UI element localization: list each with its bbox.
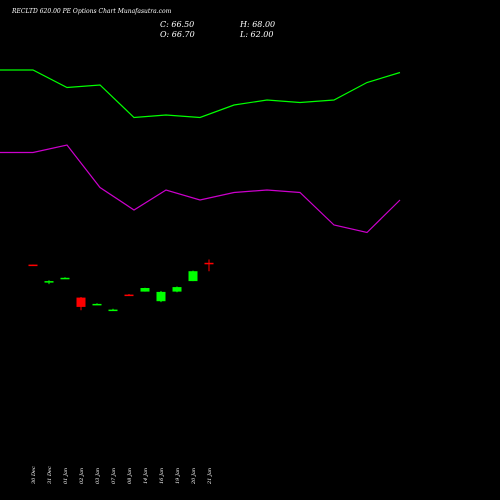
candle-body-1 xyxy=(44,281,54,283)
candle-8 xyxy=(156,291,166,303)
indicator-line-1 xyxy=(0,144,401,234)
chart-title: RECLTD 620.00 PE Options Chart Munafasut… xyxy=(12,8,172,15)
candle-2 xyxy=(60,277,70,280)
candle-0 xyxy=(28,264,38,267)
date-label-5: 07 Jan xyxy=(111,468,117,484)
date-label-10: 20 Jan xyxy=(191,468,197,485)
date-label-8: 16 Jan xyxy=(159,468,165,484)
candle-body-0 xyxy=(28,264,38,267)
low-readout: L: 62.00 xyxy=(240,30,274,39)
date-label-9: 19 Jan xyxy=(175,468,181,484)
candle-body-6 xyxy=(124,294,134,297)
candle-body-8 xyxy=(156,291,166,302)
candle-body-11 xyxy=(204,262,214,265)
date-label-3: 02 Jan xyxy=(79,468,85,484)
date-label-6: 08 Jan xyxy=(127,468,133,484)
high-readout: H: 68.00 xyxy=(240,20,276,29)
candle-11 xyxy=(204,259,214,272)
candle-9 xyxy=(172,286,182,293)
candle-body-2 xyxy=(60,277,70,280)
date-axis-labels: 30 Dec 31 Dec 01 Jan 02 Jan 03 Jan 07 Jan 08 J… xyxy=(31,466,213,485)
candle-3 xyxy=(76,297,86,311)
candle-body-3 xyxy=(76,297,86,307)
candles xyxy=(28,259,214,312)
candle-4 xyxy=(92,303,102,306)
candle-body-9 xyxy=(172,287,182,292)
close-readout: C: 66.50 xyxy=(160,20,195,29)
date-label-7: 14 Jan xyxy=(143,468,149,484)
indicator-line-0 xyxy=(0,69,401,119)
date-label-2: 01 Jan xyxy=(63,468,69,484)
candle-1 xyxy=(44,280,54,285)
candle-10 xyxy=(188,270,198,282)
candle-body-10 xyxy=(188,271,198,282)
date-label-4: 03 Jan xyxy=(95,468,101,484)
candle-body-7 xyxy=(140,288,150,292)
date-label-0: 30 Dec xyxy=(31,466,37,484)
candle-6 xyxy=(124,294,134,297)
open-readout: O: 66.70 xyxy=(160,30,195,39)
date-label-1: 31 Dec xyxy=(47,466,53,484)
candle-5 xyxy=(108,308,118,312)
indicator-lines xyxy=(0,69,401,234)
candle-body-5 xyxy=(108,309,118,312)
candle-body-4 xyxy=(92,303,102,306)
candle-7 xyxy=(140,287,150,292)
date-label-11: 21 Jan xyxy=(207,468,213,485)
